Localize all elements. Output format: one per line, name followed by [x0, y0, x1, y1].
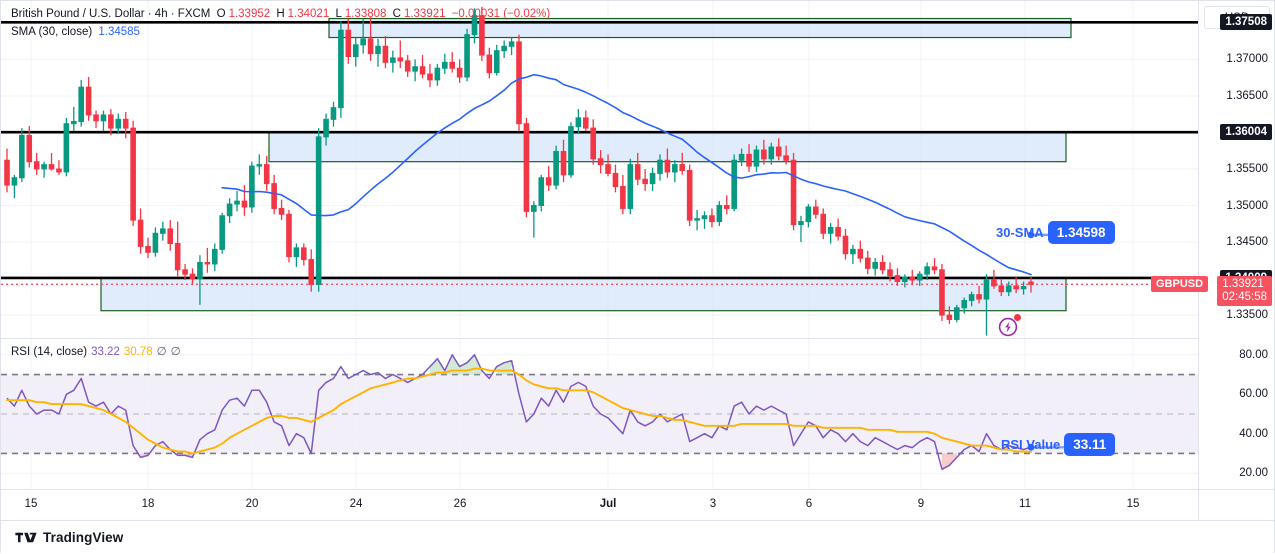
current-price-pill: 1.33921 02:45:58 [1217, 276, 1272, 307]
time-axis-label: 3 [709, 498, 717, 510]
tradingview-logo[interactable]: TradingView [15, 530, 123, 545]
price-axis-label: 1.33500 [1226, 309, 1268, 322]
price-level-pill-resistance-mid: 1.36004 [1220, 124, 1272, 141]
price-chart-canvas [1, 1, 1201, 337]
rsi-pane[interactable] [1, 339, 1201, 489]
rsi-axis-label: 20.00 [1239, 467, 1268, 480]
time-axis-label: Jul [599, 498, 617, 510]
price-axis-label: 1.36500 [1226, 89, 1268, 102]
rsi-axis-label: 40.00 [1239, 427, 1268, 440]
price-axis[interactable]: USD 1.370001.365001.355001.350001.345001… [1198, 1, 1274, 489]
bar-countdown-timer: 02:45:58 [1222, 291, 1267, 304]
time-axis-label: 11 [1019, 498, 1031, 510]
axis-corner [1198, 489, 1274, 521]
time-axis[interactable]: 1518202426Jul3691115172023 [1, 489, 1239, 521]
current-price-value: 1.33921 [1222, 278, 1264, 291]
price-axis-label: 1.35500 [1226, 163, 1268, 175]
price-axis-label: 1.34500 [1226, 236, 1268, 249]
price-pane[interactable] [1, 1, 1201, 337]
pane-divider [1, 338, 1201, 339]
price-axis-label: 1.35000 [1226, 199, 1268, 212]
price-axis-label: 1.37000 [1226, 53, 1268, 66]
lightning-bolt-icon[interactable] [998, 314, 1021, 337]
time-axis-label: 26 [453, 498, 467, 510]
time-axis-label: 6 [805, 498, 813, 510]
symbol-price-tag: GBPUSD [1151, 276, 1209, 293]
footer-bar: TradingView [1, 520, 1274, 554]
price-level-pill-resistance-top: 1.37508 [1220, 14, 1272, 31]
rsi-axis-label: 60.00 [1239, 388, 1268, 401]
time-axis-label: 24 [349, 498, 363, 510]
time-axis-label: 9 [917, 498, 925, 510]
tradingview-mark-icon [15, 532, 37, 543]
time-axis-label: 15 [24, 498, 38, 510]
rsi-chart-canvas [1, 339, 1201, 489]
tradingview-wordmark: TradingView [43, 530, 124, 545]
rsi-axis-label: 80.00 [1239, 348, 1268, 361]
time-axis-label: 18 [141, 498, 155, 510]
time-axis-label: 20 [245, 498, 259, 510]
time-axis-label: 15 [1126, 498, 1140, 510]
notification-dot [1014, 314, 1021, 321]
